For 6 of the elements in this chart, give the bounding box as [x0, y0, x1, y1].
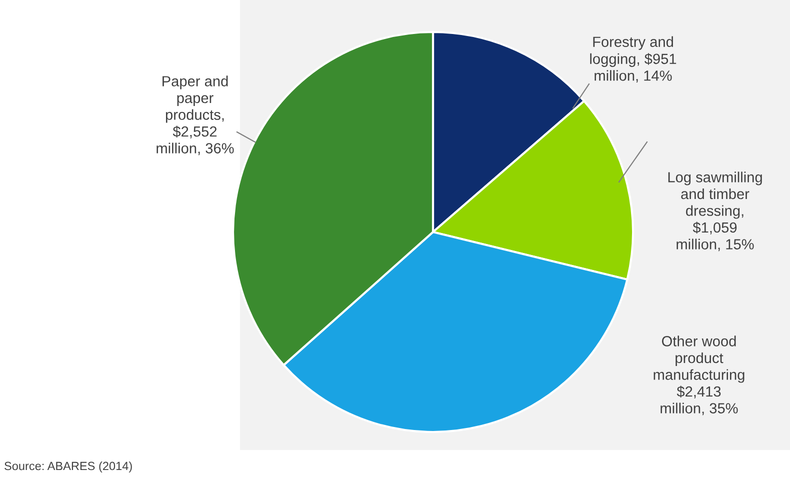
slice-label: Other wood product manufacturing	[654, 336, 744, 383]
data-label: $2,413 million, 35%	[660, 386, 738, 416]
slice-label: Paper and paper products, $2,552 million, 36%	[156, 76, 234, 156]
source-note: Source: ABARES (2014)	[4, 461, 132, 472]
slice-label: Forestry and logging, $951 million, 14%	[590, 36, 676, 83]
slice-label: Log sawmilling and timber dressing, $1,059 million, 15%	[668, 172, 762, 252]
